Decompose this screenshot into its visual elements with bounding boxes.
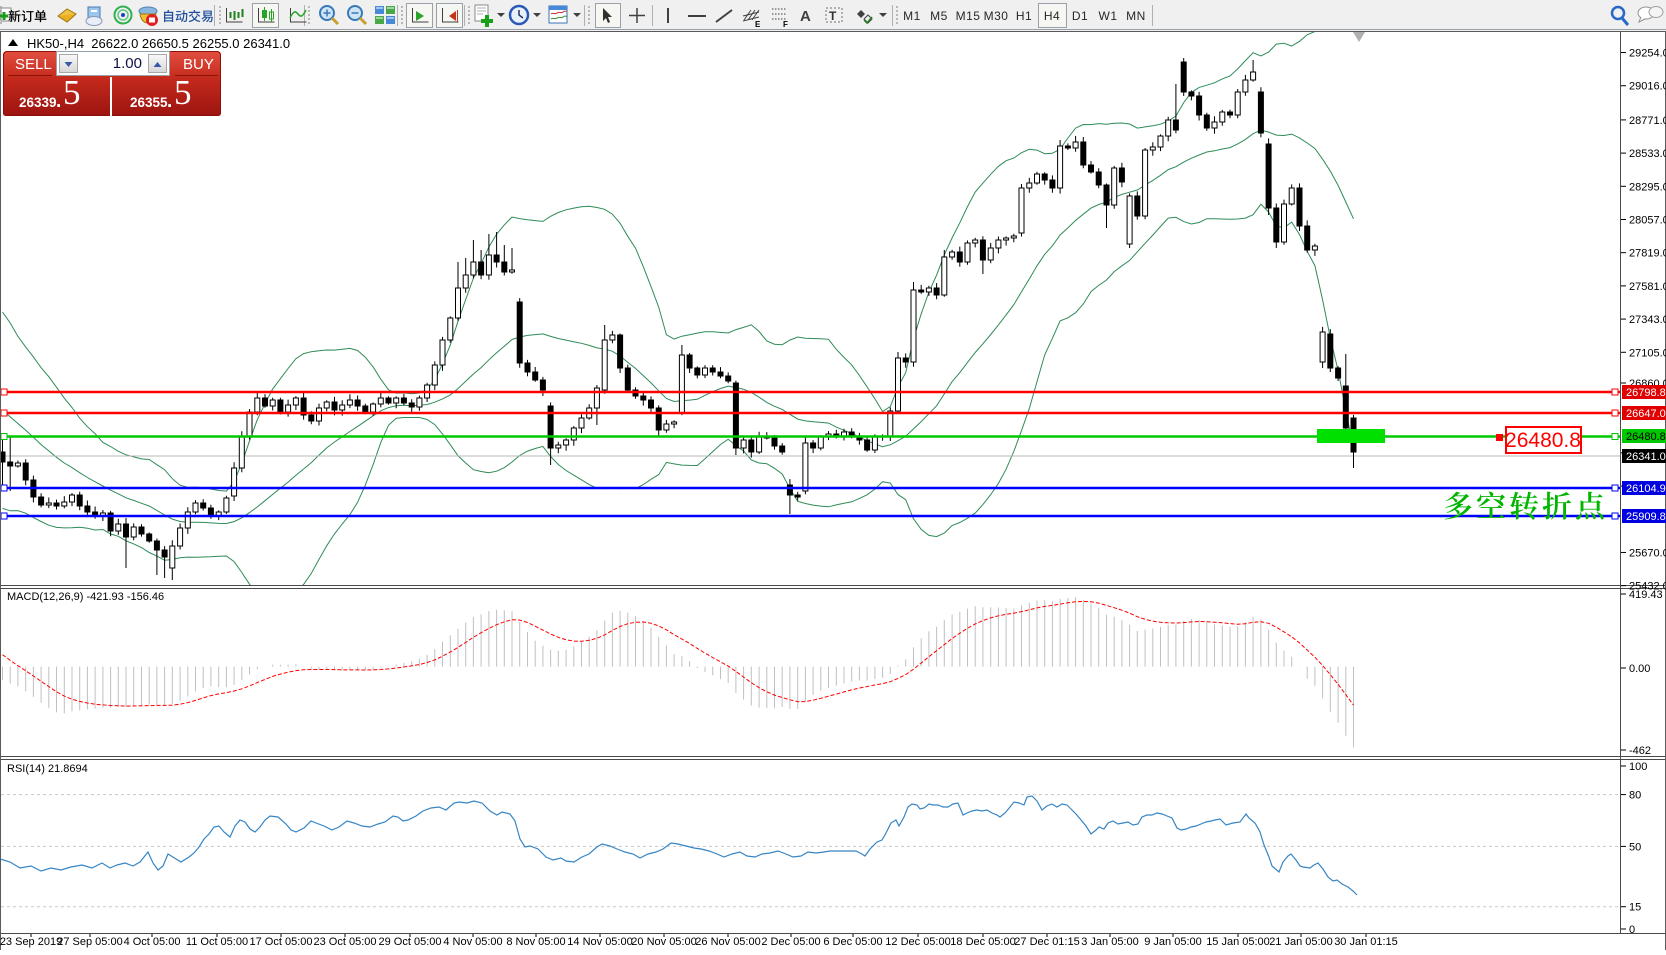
svg-text:11 Oct 05:00: 11 Oct 05:00 <box>186 936 248 948</box>
svg-text:2 Dec 05:00: 2 Dec 05:00 <box>761 936 820 948</box>
svg-text:E: E <box>755 20 761 29</box>
svg-text:26798.8: 26798.8 <box>1626 387 1666 399</box>
svg-text:14 Nov 05:00: 14 Nov 05:00 <box>567 936 632 948</box>
svg-text:HK50-,H4 26622.0 26650.5 2625: HK50-,H4 26622.0 26650.5 26255.0 26341.0 <box>27 36 290 51</box>
svg-text:26 Nov 05:00: 26 Nov 05:00 <box>695 936 760 948</box>
svg-text:RSI(14) 21.8694: RSI(14) 21.8694 <box>7 763 88 775</box>
svg-text:26104.9: 26104.9 <box>1626 483 1666 495</box>
svg-text:15 Jan 05:00: 15 Jan 05:00 <box>1206 936 1270 948</box>
svg-text:M30: M30 <box>984 9 1009 23</box>
svg-text:28533.0: 28533.0 <box>1629 148 1666 160</box>
svg-text:21 Jan 05:00: 21 Jan 05:00 <box>1269 936 1333 948</box>
svg-text:80: 80 <box>1629 790 1641 802</box>
svg-text:20 Nov 05:00: 20 Nov 05:00 <box>631 936 696 948</box>
svg-text:26647.0: 26647.0 <box>1626 408 1666 420</box>
svg-text:6 Dec 05:00: 6 Dec 05:00 <box>823 936 882 948</box>
svg-text:0.00: 0.00 <box>1629 663 1650 675</box>
svg-text:17 Oct 05:00: 17 Oct 05:00 <box>250 936 313 948</box>
svg-text:27 Dec 01:15: 27 Dec 01:15 <box>1014 936 1079 948</box>
svg-text:15: 15 <box>1629 902 1641 914</box>
svg-text:T: T <box>829 9 837 23</box>
svg-text:30 Jan 01:15: 30 Jan 01:15 <box>1334 936 1398 948</box>
svg-text:W1: W1 <box>1099 9 1118 23</box>
svg-text:28295.0: 28295.0 <box>1629 181 1666 193</box>
svg-text:100: 100 <box>1629 761 1647 773</box>
svg-text:25670.0: 25670.0 <box>1629 547 1666 559</box>
svg-text:26341.0: 26341.0 <box>1626 451 1666 463</box>
svg-text:4 Oct 05:00: 4 Oct 05:00 <box>124 936 181 948</box>
svg-text:MACD(12,26,9) -421.93 -156.46: MACD(12,26,9) -421.93 -156.46 <box>7 591 164 603</box>
svg-text:9 Jan 05:00: 9 Jan 05:00 <box>1144 936 1202 948</box>
svg-text:A: A <box>800 8 811 25</box>
svg-text:27 Sep 05:00: 27 Sep 05:00 <box>57 936 122 948</box>
svg-text:27343.0: 27343.0 <box>1629 314 1666 326</box>
svg-text:23 Oct 05:00: 23 Oct 05:00 <box>314 936 377 948</box>
svg-text:25909.8: 25909.8 <box>1626 511 1666 523</box>
svg-text:29254.0: 29254.0 <box>1629 48 1666 60</box>
svg-text:H1: H1 <box>1016 9 1032 23</box>
svg-text:25432.0: 25432.0 <box>1629 581 1666 593</box>
svg-text:50: 50 <box>1629 841 1641 853</box>
svg-text:0: 0 <box>1629 924 1635 936</box>
svg-text:18 Dec 05:00: 18 Dec 05:00 <box>950 936 1015 948</box>
svg-text:-462: -462 <box>1629 745 1651 757</box>
svg-text:4 Nov 05:00: 4 Nov 05:00 <box>443 936 502 948</box>
svg-text:MN: MN <box>1126 9 1146 23</box>
svg-text:26480.8: 26480.8 <box>1626 431 1666 443</box>
svg-text:M15: M15 <box>956 9 981 23</box>
svg-text:29 Oct 05:00: 29 Oct 05:00 <box>379 936 442 948</box>
svg-text:23 Sep 2019: 23 Sep 2019 <box>0 936 62 948</box>
svg-text:27819.0: 27819.0 <box>1629 248 1666 260</box>
svg-text:28057.0: 28057.0 <box>1629 214 1666 226</box>
svg-text:8 Nov 05:00: 8 Nov 05:00 <box>506 936 565 948</box>
svg-text:27581.0: 27581.0 <box>1629 281 1666 293</box>
svg-text:M5: M5 <box>930 9 948 23</box>
svg-text:12 Dec 05:00: 12 Dec 05:00 <box>885 936 950 948</box>
svg-text:419.43: 419.43 <box>1629 589 1663 601</box>
svg-text:29016.0: 29016.0 <box>1629 81 1666 93</box>
svg-text:27105.0: 27105.0 <box>1629 347 1666 359</box>
svg-text:28771.0: 28771.0 <box>1629 115 1666 127</box>
svg-text:H4: H4 <box>1044 9 1060 23</box>
svg-text:D1: D1 <box>1072 9 1088 23</box>
svg-text:F: F <box>783 20 788 29</box>
svg-text:3 Jan 05:00: 3 Jan 05:00 <box>1081 936 1139 948</box>
svg-text:M1: M1 <box>903 9 921 23</box>
svg-text:26480.8: 26480.8 <box>1505 429 1581 452</box>
